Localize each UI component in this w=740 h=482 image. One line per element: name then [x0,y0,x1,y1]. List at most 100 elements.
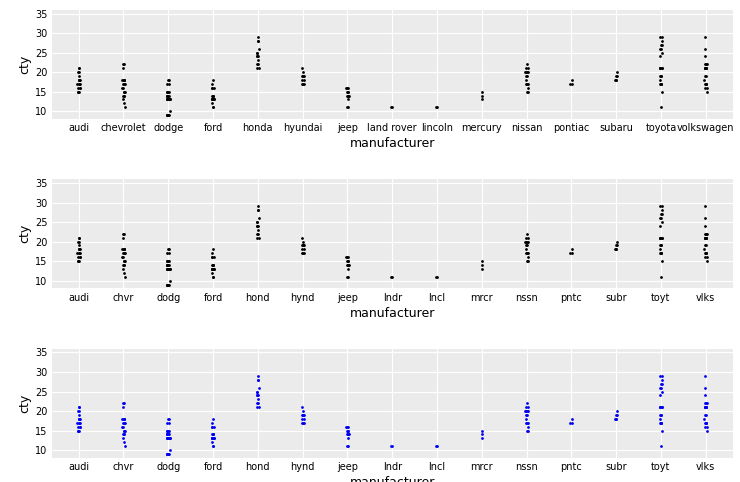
Point [297,250,309,257]
Point [342,265,354,273]
Point [342,254,354,261]
Point [206,265,218,273]
Point [656,65,667,72]
Point [206,265,218,273]
Point [163,265,175,273]
Point [73,254,84,261]
Point [566,250,578,257]
Point [74,254,86,261]
Point [252,60,264,68]
Point [206,434,218,442]
Point [162,257,174,265]
Point [700,80,712,88]
Point [701,234,713,241]
Point [699,241,711,249]
Point [654,53,666,60]
Point [565,250,576,257]
Point [522,84,534,92]
Point [341,423,353,430]
Point [654,76,666,84]
Point [566,76,578,84]
Point [342,95,354,103]
Point [161,281,173,288]
Point [118,92,130,99]
Point [118,269,130,277]
Point [699,60,711,68]
Point [163,76,175,84]
Point [164,434,175,442]
Point [118,439,130,446]
Point [251,388,263,395]
Point [73,419,85,427]
Point [118,415,130,423]
Point [610,76,622,84]
Point [341,430,353,438]
Point [164,95,175,103]
Point [298,245,310,253]
X-axis label: manufacturer: manufacturer [349,137,435,150]
Y-axis label: cty: cty [18,394,31,413]
Point [298,415,310,423]
Point [161,92,173,99]
Point [252,206,264,214]
Point [566,245,578,253]
Point [73,76,84,84]
Point [252,376,264,384]
Point [161,265,173,273]
Point [566,415,578,423]
Point [699,65,711,72]
Point [654,33,666,41]
Point [118,230,130,238]
Point [699,384,711,391]
Point [343,430,354,438]
Point [519,407,531,415]
Point [251,49,263,56]
Point [343,92,354,99]
Point [656,234,668,241]
Point [699,76,710,84]
Point [656,403,667,411]
Point [206,92,218,99]
Point [206,269,218,277]
Point [251,391,263,399]
Point [119,273,131,281]
Point [297,241,309,249]
Point [699,250,710,257]
Point [699,391,711,399]
Point [656,202,667,210]
Point [206,430,218,438]
Point [343,430,354,438]
Point [341,427,353,434]
Point [161,261,173,269]
Point [699,372,711,380]
Point [341,257,353,265]
Point [699,214,711,222]
Point [521,68,533,76]
Point [161,257,173,265]
Point [118,419,130,427]
Point [297,411,309,419]
Point [252,206,264,214]
Point [73,411,85,419]
Point [656,250,667,257]
Point [208,104,220,111]
Point [699,234,711,241]
Point [252,53,263,60]
Point [656,41,667,49]
Point [73,80,85,88]
Point [161,88,173,95]
Point [656,80,667,88]
Point [161,88,173,95]
Point [699,65,710,72]
Point [700,403,712,411]
Point [699,230,711,238]
Point [655,41,667,49]
Point [207,104,219,111]
Point [296,245,308,253]
Point [297,241,309,249]
Point [207,434,219,442]
Point [118,95,130,103]
Point [341,261,353,269]
Point [161,281,173,288]
Point [252,403,263,411]
